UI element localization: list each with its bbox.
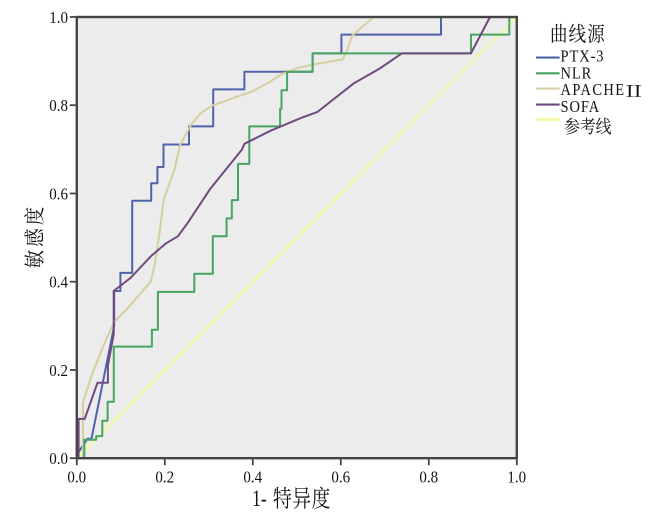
svg-text:0.4: 0.4 xyxy=(243,469,262,487)
svg-text:SOFA: SOFA xyxy=(561,98,601,116)
svg-text:PTX-3: PTX-3 xyxy=(561,48,605,66)
svg-text:0.0: 0.0 xyxy=(67,469,86,487)
svg-text:0.4: 0.4 xyxy=(49,274,68,292)
svg-text:1.0: 1.0 xyxy=(507,469,526,487)
svg-text:NLR: NLR xyxy=(561,64,593,82)
svg-text:1.0: 1.0 xyxy=(49,9,68,27)
svg-text:1-: 1- xyxy=(252,487,267,512)
svg-text:0.2: 0.2 xyxy=(49,362,68,380)
svg-text:0.8: 0.8 xyxy=(49,97,68,115)
svg-text:0.6: 0.6 xyxy=(331,469,350,487)
svg-text:0.2: 0.2 xyxy=(155,469,174,487)
svg-text:APACHE: APACHE xyxy=(561,81,626,99)
svg-text:0.0: 0.0 xyxy=(49,450,68,468)
svg-text:0.6: 0.6 xyxy=(49,186,68,204)
svg-text:0.8: 0.8 xyxy=(419,469,438,487)
